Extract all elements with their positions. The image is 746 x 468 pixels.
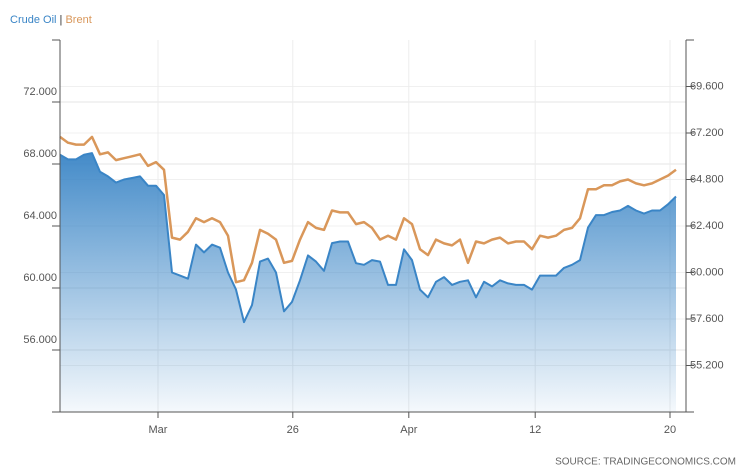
y2-tick-label: 55.200: [690, 359, 724, 371]
x-tick-label: Apr: [400, 424, 417, 436]
x-tick-label: 20: [664, 424, 676, 436]
x-tick-label: 26: [287, 424, 299, 436]
y-tick-label: 60.000: [23, 272, 57, 284]
y2-tick-label: 69.600: [690, 80, 724, 92]
line: [59, 135, 677, 284]
y2-tick-label: 67.200: [690, 127, 724, 139]
legend-entry: Crude Oil: [10, 14, 56, 26]
x-tick-label: 12: [529, 424, 541, 436]
legend-separator: |: [60, 14, 63, 26]
y2-tick-label: 62.400: [690, 220, 724, 232]
line: [59, 152, 677, 324]
y-tick-label: 56.000: [23, 334, 57, 346]
y-tick-label: 68.000: [23, 148, 57, 160]
legend-entry: Brent: [65, 14, 91, 26]
source: SOURCE: TRADINGECONOMICS.COM: [555, 457, 736, 468]
legend: Crude Oil | Brent: [10, 14, 92, 26]
y-tick-label: 64.000: [23, 210, 57, 222]
y2-tick-label: 64.800: [690, 173, 724, 185]
x-tick-label: Mar: [149, 424, 168, 436]
y2-tick-label: 60.000: [690, 266, 724, 278]
y2-tick-label: 57.600: [690, 313, 724, 325]
area: [60, 153, 676, 412]
y-tick-label: 72.000: [23, 86, 57, 98]
